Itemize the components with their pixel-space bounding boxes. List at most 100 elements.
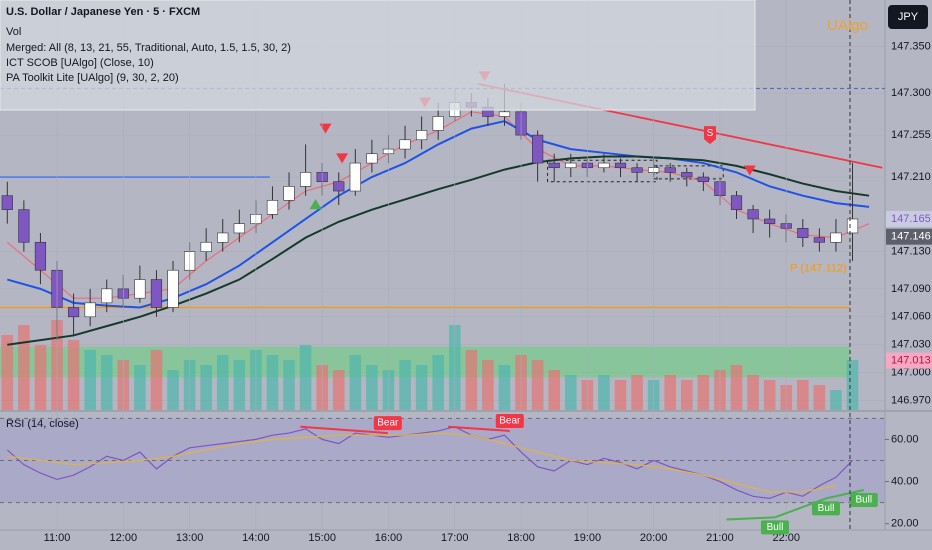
price-label: 147.146	[891, 231, 931, 243]
volume-bar	[598, 375, 610, 410]
price-label-box	[886, 352, 932, 369]
candle-body	[730, 195, 743, 210]
divergence-line	[726, 516, 775, 521]
candle-body	[813, 237, 825, 243]
volume-bar	[233, 360, 246, 410]
volume-bar	[548, 370, 561, 410]
candle-body	[101, 288, 113, 304]
y-tick-label: 146.970	[891, 395, 931, 407]
volume-bar	[67, 340, 80, 410]
candle-body	[283, 186, 295, 201]
y-tick-label: 147.300	[891, 87, 931, 99]
divergence-tag	[849, 492, 878, 507]
volume-bar	[498, 365, 511, 410]
volume-bar	[796, 380, 809, 410]
x-tick-label: 17:00	[441, 532, 469, 544]
volume-bar	[299, 345, 312, 410]
y-tick-label: 147.255	[891, 129, 931, 141]
volume-bar	[84, 350, 96, 410]
divergence-label: Bull	[767, 522, 784, 533]
signal-marker	[743, 165, 756, 176]
volume-bar	[813, 385, 826, 410]
candle-body	[18, 209, 30, 243]
candle-body	[565, 162, 577, 169]
y-tick-label: 147.130	[891, 245, 931, 257]
watermark: UAlgo	[827, 17, 868, 34]
x-tick-label: 15:00	[308, 532, 336, 544]
volume-bar	[432, 355, 444, 410]
divergence-tag	[812, 501, 840, 516]
volume-bar	[631, 375, 643, 410]
s-marker	[703, 126, 716, 145]
x-tick-label: 18:00	[507, 532, 535, 544]
price-label-box	[886, 228, 932, 245]
y-tick-label: 147.030	[891, 339, 931, 351]
candle-body	[532, 134, 544, 164]
signal-marker	[309, 199, 322, 210]
currency-button[interactable]	[888, 5, 928, 29]
candle-body	[217, 232, 229, 243]
moving-average	[7, 155, 870, 346]
volume-bar	[465, 350, 478, 410]
candle-body	[631, 167, 643, 173]
candle-body	[548, 162, 560, 169]
symbol-title: U.S. Dollar / Japanese Yen · 5 · FXCM	[6, 6, 200, 18]
volume-bar	[100, 355, 113, 410]
legend-box	[0, 0, 756, 111]
x-tick-label: 22:00	[772, 532, 800, 544]
rsi-line	[6, 426, 853, 500]
divergence-label: Bear	[499, 416, 521, 427]
candle-body	[598, 162, 610, 169]
candle-body	[764, 218, 776, 224]
volume-bar	[830, 390, 842, 410]
candle-body	[167, 269, 179, 308]
x-tick-label: 19:00	[574, 532, 602, 544]
volume-bar	[349, 355, 362, 410]
candle-body	[664, 167, 676, 173]
candle-body	[432, 116, 444, 131]
candle-body	[697, 176, 709, 183]
candle-body	[200, 241, 212, 252]
volume-bar	[366, 365, 378, 410]
volume-bar	[167, 370, 179, 410]
x-tick-label: 21:00	[706, 532, 734, 544]
candle-body	[349, 162, 361, 192]
candle-body	[830, 232, 842, 243]
candle-body	[134, 279, 146, 299]
volume-bar	[730, 365, 743, 410]
y-tick-label: 147.350	[891, 40, 931, 52]
volume-bar	[216, 355, 229, 410]
divergence-tag	[760, 520, 789, 535]
volume-bar	[415, 365, 428, 410]
volume-bar	[283, 360, 295, 410]
divergence-tag	[495, 413, 524, 428]
candle-body	[498, 111, 511, 117]
y-tick-label: 147.060	[891, 311, 931, 323]
candle-body	[747, 209, 759, 220]
candle-body	[233, 223, 245, 234]
x-tick-label: 12:00	[110, 532, 138, 544]
rsi-title: RSI (14, close)	[6, 418, 79, 430]
volume-bar	[266, 355, 279, 410]
volume-bar	[614, 380, 627, 410]
candle-body	[614, 162, 627, 169]
candle-body	[416, 130, 428, 141]
legend-line: Merged: All (8, 13, 21, 55, Traditional,…	[6, 42, 291, 54]
divergence-label: Bull	[818, 503, 835, 514]
candle-body	[846, 218, 859, 234]
y-tick-label: 147.000	[891, 367, 931, 379]
rsi-line	[7, 432, 837, 493]
y-tick-label: 20.00	[891, 518, 919, 530]
y-tick-label: 147.210	[891, 171, 931, 183]
candle-body	[84, 302, 96, 318]
volume-bar	[846, 360, 859, 410]
volume-bar	[332, 370, 345, 410]
currency-label[interactable]: JPY	[898, 11, 919, 23]
signal-marker	[319, 123, 332, 134]
candle-body	[67, 307, 80, 318]
s-marker-label: S	[707, 128, 714, 139]
x-tick-label: 16:00	[375, 532, 403, 544]
